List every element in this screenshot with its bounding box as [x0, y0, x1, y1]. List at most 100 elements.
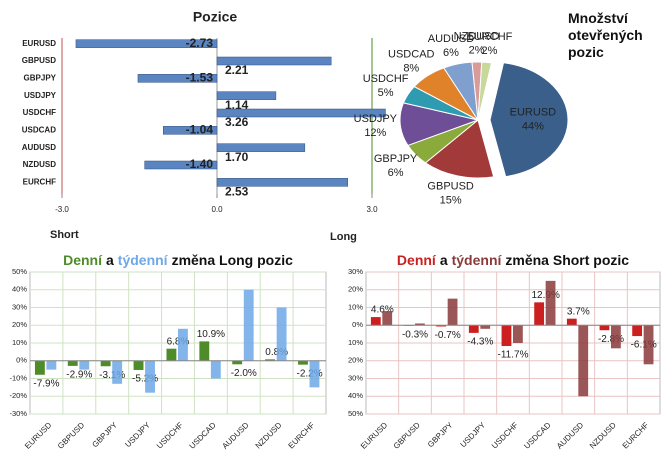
chart-title: Pozice — [193, 9, 238, 25]
bar — [632, 325, 643, 337]
value-label: 2.21 — [225, 63, 249, 77]
bar — [578, 325, 589, 397]
bar — [265, 359, 276, 361]
bar — [599, 325, 610, 331]
bar — [436, 325, 447, 327]
slice-label: USDCAD — [388, 49, 435, 61]
x-tick-label: GBPJPY — [426, 420, 455, 449]
value-label: 1.14 — [225, 98, 249, 112]
category-label: EURCHF — [23, 177, 56, 186]
value-label: 3.26 — [225, 115, 249, 129]
slice-value: 6% — [388, 167, 404, 179]
y-tick-label: 10% — [12, 338, 27, 347]
slice-label: USDJPY — [354, 113, 398, 125]
pie-slice — [489, 62, 569, 178]
category-label: AUDUSD — [22, 143, 56, 152]
x-tick-label: USDJPY — [123, 420, 152, 449]
bar — [100, 360, 111, 367]
y-tick-label: 20% — [348, 285, 363, 294]
bar — [643, 325, 654, 365]
slice-label: AUDUSD — [428, 33, 475, 45]
value-label: -0.3% — [402, 329, 428, 340]
slice-value: 15% — [440, 195, 462, 207]
bar — [501, 325, 512, 347]
x-tick-label: NZDUSD — [254, 420, 284, 450]
slice-value: 2% — [482, 45, 498, 57]
value-label: -1.04 — [186, 123, 214, 137]
x-tick-label: EURCHF — [287, 420, 317, 450]
value-label: -1.40 — [186, 157, 214, 171]
y-tick-label: 0% — [16, 356, 27, 365]
category-label: EURUSD — [22, 39, 56, 48]
bar — [243, 289, 254, 361]
x-tick-label: GBPUSD — [56, 420, 86, 450]
x-tick-label: AUDUSD — [555, 420, 585, 450]
title-part: Denní — [63, 252, 103, 268]
title-part: a — [440, 252, 448, 268]
x-tick-label: EURUSD — [23, 420, 53, 450]
bar — [216, 178, 348, 187]
x-tick-label: EURUSD — [359, 420, 389, 450]
pie-title: Množství otevřených pozic — [568, 10, 643, 60]
bar — [298, 360, 308, 365]
bar — [166, 348, 177, 361]
bar — [216, 108, 386, 118]
y-tick-label: 50% — [12, 267, 27, 276]
bar — [163, 126, 218, 135]
bar — [145, 360, 155, 393]
y-tick-label: 20% — [12, 320, 27, 329]
bar — [199, 341, 210, 361]
bar — [67, 360, 78, 366]
bar — [513, 325, 523, 343]
y-tick-label: 10% — [348, 338, 363, 347]
slice-label: NZDUSD — [454, 30, 500, 42]
bar — [137, 74, 218, 83]
slice-value: 6% — [443, 47, 459, 59]
bar — [370, 317, 381, 326]
category-label: NZDUSD — [23, 160, 57, 169]
category-label: GBPUSD — [22, 56, 56, 65]
x-tick-label: USDJPY — [459, 420, 488, 449]
bar — [611, 325, 621, 349]
pie-slice — [424, 119, 495, 179]
category-label: USDCHF — [23, 108, 56, 117]
x-label-left: Short — [50, 229, 79, 241]
chart-title: Denní a týdenní změna Short pozic — [397, 252, 629, 268]
value-label: -2.0% — [231, 368, 257, 379]
bar — [79, 360, 90, 370]
value-label: 3.7% — [567, 306, 590, 317]
slice-label: EURCHF — [467, 31, 513, 43]
bar — [216, 56, 332, 66]
x-label-right: Long — [330, 231, 357, 243]
bar — [216, 91, 277, 100]
bar — [178, 328, 188, 361]
x-tick-label: GBPJPY — [90, 420, 119, 449]
value-label: 2.53 — [225, 185, 249, 199]
chart-title: Denní a týdenní změna Long pozic — [63, 252, 293, 268]
value-label: -0.7% — [435, 330, 461, 341]
bar — [276, 307, 287, 361]
y-tick-label: 50% — [348, 409, 363, 418]
bar — [480, 325, 491, 329]
bar — [566, 318, 577, 326]
y-tick-label: 0% — [352, 320, 363, 329]
value-label: -11.7% — [498, 350, 529, 361]
bar — [545, 280, 556, 326]
slice-value: 2% — [469, 44, 485, 56]
value-label: 10.9% — [197, 329, 225, 340]
category-label: USDJPY — [24, 91, 57, 100]
y-tick-label: 30% — [348, 373, 363, 382]
slice-value: 8% — [403, 63, 419, 75]
y-tick-label: -10% — [9, 373, 27, 382]
title-part: změna Long pozic — [172, 252, 294, 268]
title-part: a — [106, 252, 114, 268]
slice-value: 12% — [364, 127, 386, 139]
bar — [133, 360, 144, 370]
x-tick-label: AUDUSD — [220, 420, 250, 450]
x-tick-label: 3.0 — [366, 205, 378, 214]
pie-slice — [477, 61, 493, 121]
x-tick-label: -3.0 — [55, 205, 69, 214]
title-part: týdenní — [118, 252, 169, 268]
bar — [144, 160, 218, 170]
